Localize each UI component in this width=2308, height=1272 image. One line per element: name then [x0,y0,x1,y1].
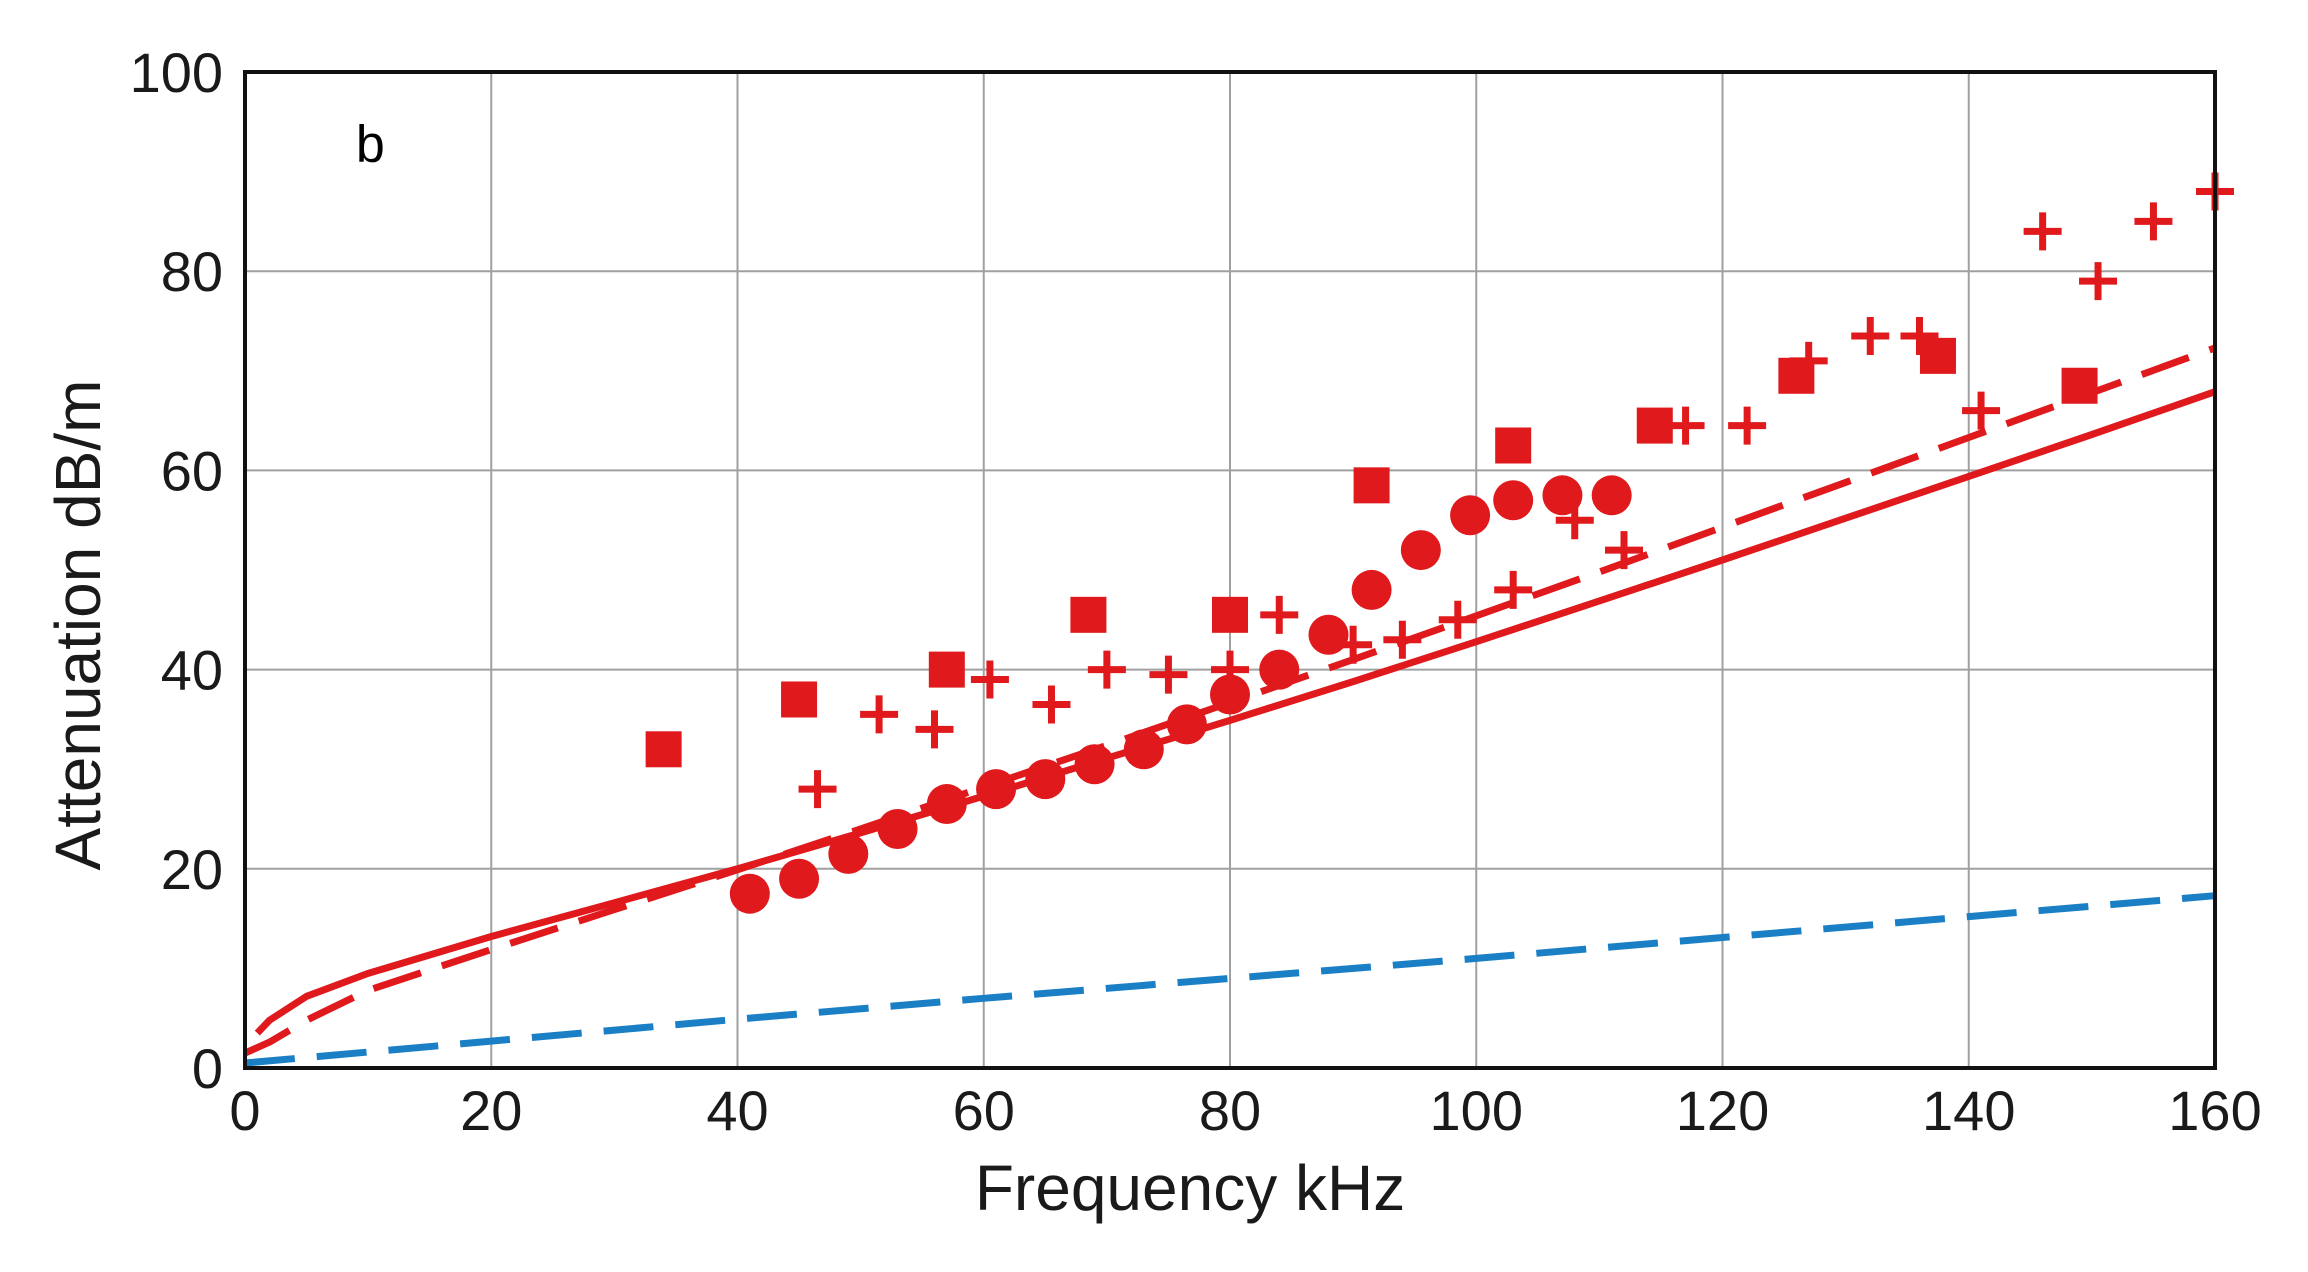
model-line [244,892,2216,1067]
x-tick-label: 140 [1922,1079,2015,1142]
y-tick-label: 20 [161,838,223,901]
data-point-circle [1493,480,1534,521]
y-tick-label: 60 [161,439,223,502]
data-point-circle [1591,475,1632,516]
x-tick-label: 20 [460,1079,522,1142]
data-point-plus [1900,316,1939,355]
data-point-square [1070,596,1107,633]
data-point-plus [1666,406,1705,445]
x-tick-label: 60 [953,1079,1015,1142]
data-point-square [1919,337,1956,374]
plot-frame [243,70,2217,1070]
x-tick-label: 120 [1676,1079,1769,1142]
data-point-plus [2079,262,2118,301]
y-tick-label: 40 [161,639,223,702]
data-point-circle [1259,649,1300,690]
data-point-circle [926,784,967,825]
x-tick-label: 40 [706,1079,768,1142]
data-point-circle [1074,744,1115,785]
data-point-plus [1555,501,1594,540]
data-point-square [1212,596,1248,633]
data-point-square [1353,467,1390,504]
data-point-plus [1789,341,1828,380]
data-point-circle [729,873,770,914]
data-point-plus [1334,625,1373,664]
data-point-plus [1260,595,1299,634]
data-point-circle [1351,569,1392,610]
data-point-plus [1438,600,1477,639]
data-point-circle [1210,674,1250,715]
data-point-plus [915,710,954,749]
y-axis-label: Attenuation dB/m [42,380,114,871]
data-point-plus [2134,202,2173,241]
data-point-circle [1450,495,1491,536]
panel-label: b [356,116,385,174]
data-point-plus [1149,655,1188,694]
tick-labels: 0 20 40 60 80 100 120 140 160 0 20 40 60 80 100 [130,41,2262,1142]
x-tick-label: 100 [1430,1079,1523,1142]
data-point-plus [1728,406,1767,445]
data-point-circle [877,808,918,849]
data-point-square [645,731,682,768]
series-layer [243,172,2234,1067]
data-point-circle [1308,614,1349,655]
data-point-plus [1605,531,1643,570]
data-point-circle [779,858,820,899]
data-point-square [781,681,818,718]
data-point-circle [828,833,869,874]
data-point-plus [1851,316,1890,355]
data-point-plus [1962,391,2001,430]
y-tick-label: 0 [192,1037,223,1100]
data-point-plus [970,660,1009,699]
model-line [243,344,2217,1057]
data-point-plus [2023,212,2062,251]
data-point-plus [1383,620,1422,659]
data-point-plus [1211,650,1249,689]
data-point-circle [976,769,1017,810]
data-point-square [2061,367,2098,404]
data-point-square [1495,427,1532,464]
data-point-circle [1400,530,1441,571]
y-tick-label: 80 [161,240,223,303]
x-tick-label: 80 [1199,1079,1261,1142]
data-point-plus [1032,685,1071,724]
y-tick-label: 100 [130,41,223,104]
data-point-plus [798,770,837,809]
data-point-circle [1025,759,1066,800]
data-point-plus [860,695,899,734]
data-point-plus [1494,570,1533,609]
x-tick-label: 0 [229,1079,260,1142]
data-point-circle [1123,729,1164,770]
data-point-circle [1166,704,1207,745]
x-axis-label: Frequency kHz [975,1152,1405,1224]
x-tick-label: 160 [2168,1079,2261,1142]
data-point-square [928,651,965,688]
data-point-plus [1087,650,1126,689]
